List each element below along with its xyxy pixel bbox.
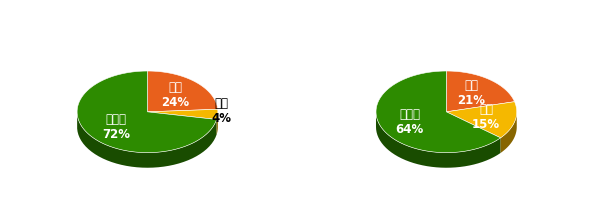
Text: 도라지
72%: 도라지 72% [102, 113, 130, 141]
Polygon shape [447, 102, 517, 138]
Text: 더덕
4%: 더덕 4% [211, 97, 231, 125]
Polygon shape [501, 112, 517, 153]
Polygon shape [148, 109, 218, 120]
Text: 더덕
15%: 더덕 15% [472, 103, 500, 131]
Polygon shape [376, 112, 501, 168]
Polygon shape [77, 113, 217, 168]
Polygon shape [376, 71, 501, 153]
Polygon shape [148, 71, 218, 112]
Polygon shape [447, 71, 515, 112]
Text: 인삼
21%: 인삼 21% [458, 79, 486, 107]
Polygon shape [217, 112, 218, 135]
Text: 도라지
64%: 도라지 64% [395, 108, 423, 136]
Polygon shape [77, 71, 217, 153]
Text: 인삼
24%: 인삼 24% [162, 81, 190, 109]
